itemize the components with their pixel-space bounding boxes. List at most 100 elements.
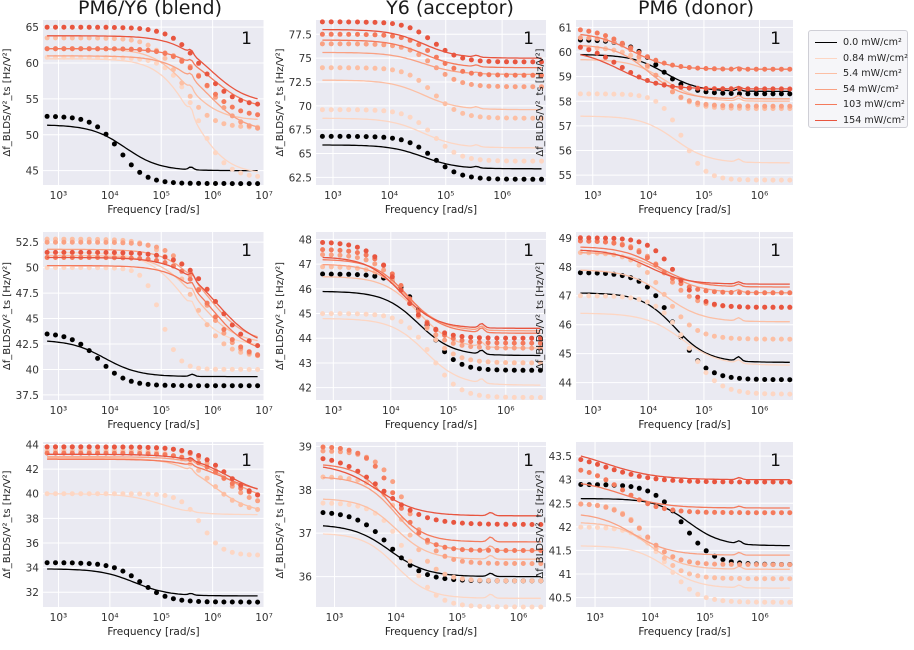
data-point — [778, 91, 784, 97]
data-point — [494, 560, 500, 566]
data-point — [770, 304, 776, 310]
data-point — [229, 104, 235, 110]
data-point — [578, 501, 584, 507]
data-point — [381, 42, 387, 48]
data-point — [154, 60, 159, 66]
data-point — [670, 477, 676, 483]
data-point — [787, 377, 793, 383]
y-tick-label: 40.5 — [549, 593, 572, 605]
fit-line — [322, 256, 541, 329]
data-point — [354, 311, 360, 317]
data-point — [145, 47, 151, 53]
data-point — [337, 512, 343, 518]
data-point — [204, 475, 210, 481]
data-point — [363, 252, 369, 258]
data-point — [530, 176, 536, 182]
data-point — [720, 103, 726, 109]
data-point — [636, 262, 642, 268]
data-point — [670, 76, 675, 82]
data-point — [255, 367, 261, 372]
data-point — [425, 58, 431, 64]
data-point — [753, 376, 759, 382]
data-point — [221, 491, 227, 497]
data-point — [770, 86, 776, 92]
data-point — [712, 561, 718, 567]
fit-line — [580, 44, 790, 100]
data-point — [520, 345, 526, 351]
data-point — [120, 266, 126, 272]
data-point — [69, 444, 75, 450]
data-point — [154, 252, 159, 258]
data-point — [329, 445, 335, 450]
data-point — [328, 252, 334, 258]
data-point — [529, 548, 535, 553]
data-point — [433, 566, 439, 572]
data-point — [95, 561, 101, 567]
data-point — [346, 514, 352, 520]
data-point — [337, 446, 343, 451]
data-point — [53, 265, 58, 271]
data-point — [728, 290, 734, 295]
data-point — [586, 35, 592, 41]
data-point — [603, 293, 608, 299]
data-point — [120, 25, 126, 31]
x-tick-label: 10⁴ — [382, 405, 400, 417]
data-point — [661, 559, 667, 565]
data-point — [187, 276, 193, 282]
y-tick-label: 62.5 — [289, 172, 312, 184]
fit-line — [322, 28, 542, 59]
data-point — [644, 54, 650, 60]
data-point — [246, 367, 252, 372]
data-point — [745, 103, 751, 109]
data-point — [255, 507, 261, 512]
data-point — [477, 547, 483, 553]
data-point — [170, 35, 176, 41]
data-point — [586, 235, 592, 241]
data-point — [407, 25, 413, 31]
data-point — [653, 293, 659, 299]
data-point — [372, 273, 378, 279]
data-point — [511, 340, 517, 346]
fit-line — [47, 568, 258, 597]
data-point — [154, 28, 159, 34]
data-point — [320, 448, 326, 454]
data-point — [154, 49, 159, 55]
data-point — [196, 180, 202, 186]
data-point — [398, 494, 404, 500]
data-point — [753, 91, 759, 97]
data-point — [494, 359, 500, 365]
data-point — [320, 444, 326, 450]
data-point — [451, 52, 457, 58]
data-point — [521, 72, 527, 78]
data-point — [787, 290, 793, 296]
data-point — [213, 462, 218, 468]
data-point — [372, 254, 378, 260]
data-point — [111, 265, 117, 271]
data-point — [460, 172, 466, 178]
data-point — [468, 577, 474, 583]
data-point — [111, 46, 117, 52]
data-point — [753, 290, 759, 296]
y-tick-label: 60 — [559, 47, 572, 59]
y-tick-label: 42.5 — [549, 498, 572, 510]
data-point — [425, 127, 431, 133]
data-point — [459, 355, 465, 361]
data-point — [95, 444, 101, 450]
x-tick-label: 10⁴ — [101, 190, 119, 202]
data-point — [398, 137, 404, 143]
data-point — [154, 590, 159, 596]
data-point — [398, 319, 404, 325]
data-point — [61, 114, 67, 120]
data-point — [520, 604, 526, 610]
data-point — [398, 22, 404, 28]
y-tick-label: 61 — [559, 22, 572, 34]
data-point — [636, 296, 642, 302]
data-point — [495, 59, 501, 65]
data-point — [720, 289, 726, 295]
data-point — [179, 383, 185, 389]
data-point — [578, 467, 584, 473]
data-point — [187, 65, 193, 71]
data-point — [337, 31, 343, 37]
data-point — [450, 351, 456, 357]
y-axis-label: Δf_BLDS/V²_ts [Hz/V²] — [2, 262, 13, 370]
